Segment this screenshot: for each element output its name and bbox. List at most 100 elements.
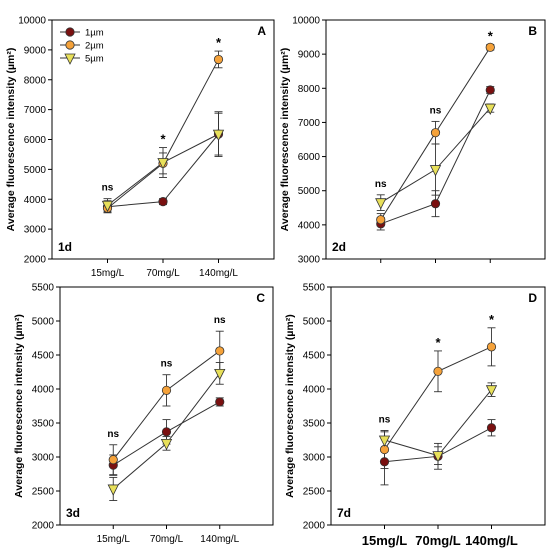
significance-label: ns	[214, 315, 226, 326]
y-axis-title: Average fluorescence intensity (µm²)	[5, 48, 17, 232]
x-tick-label: 15mg/L	[91, 268, 125, 279]
y-tick-label: 5000	[298, 186, 321, 197]
panel-D: 2000 2500 3000 3500 4000 4500 5000 5500 15mg/L 70…	[284, 283, 546, 548]
y-tick-label: 3000	[32, 453, 55, 464]
marker-2um	[430, 128, 441, 138]
y-tick-label: 7000	[298, 118, 321, 129]
y-tick-label: 4000	[24, 195, 47, 206]
day-label: 3d	[66, 506, 80, 520]
significance-label: ns	[430, 105, 442, 116]
marker-5um	[375, 198, 387, 210]
significance-label: ns	[379, 414, 391, 425]
marker-2um	[485, 42, 495, 52]
x-tick-label: 140mg/L	[465, 533, 518, 548]
significance-label: *	[488, 29, 494, 44]
x-tick-label: 70mg/L	[415, 533, 461, 548]
panel-A: 2000 3000 4000 5000 6000 7000 8000 9000 10000 15m…	[5, 16, 275, 279]
marker-2um	[65, 40, 75, 50]
y-tick-label: 5000	[32, 317, 55, 328]
y-tick-label: 9000	[24, 45, 47, 56]
marker-5um	[107, 484, 119, 496]
marker-2um	[215, 346, 225, 356]
y-axis-title: Average fluorescence intensity (µm²)	[279, 48, 291, 232]
marker-2um	[213, 54, 224, 65]
x-tick-label: 140mg/L	[199, 268, 238, 279]
y-tick-label: 2500	[303, 487, 326, 498]
significance-label: ns	[375, 179, 387, 190]
legend: 1µm 2µm 5µm	[60, 27, 104, 65]
legend-label: 5µm	[85, 54, 104, 65]
panel-B: 3000 4000 5000 6000 7000 8000 9000 10000 Average…	[279, 16, 546, 266]
significance-label: ns	[107, 429, 119, 440]
marker-5um	[160, 438, 173, 451]
panel-letter: C	[256, 291, 265, 305]
marker-2um	[161, 385, 172, 395]
marker-2um	[486, 342, 497, 352]
panel-C: 2000 2500 3000 3500 4000 4500 5000 5500 15mg/L 70…	[13, 283, 274, 545]
marker-5um	[212, 129, 225, 142]
marker-5um	[429, 165, 442, 177]
y-tick-label: 8000	[24, 75, 47, 86]
y-axis-title: Average fluorescence intensity (µm²)	[284, 314, 296, 498]
y-tick-label: 2000	[303, 521, 326, 532]
marker-1um	[161, 427, 172, 437]
marker-1um	[215, 397, 225, 407]
x-tick-label: 70mg/L	[150, 534, 184, 545]
x-tick-label: 15mg/L	[362, 533, 408, 548]
y-tick-label: 5500	[32, 283, 55, 294]
y-tick-label: 7000	[24, 105, 47, 116]
y-tick-label: 6000	[298, 152, 321, 163]
marker-5um	[101, 200, 114, 213]
y-tick-label: 10000	[18, 16, 46, 27]
y-tick-label: 4000	[32, 385, 55, 396]
marker-5um	[157, 158, 169, 170]
y-tick-label: 5000	[24, 165, 47, 176]
marker-1um	[65, 27, 75, 37]
marker-5um	[214, 368, 226, 381]
day-label: 2d	[332, 240, 346, 254]
y-tick-label: 3000	[303, 453, 326, 464]
marker-5um	[432, 451, 444, 463]
significance-label: ns	[161, 359, 173, 370]
marker-2um	[376, 215, 386, 225]
y-tick-label: 10000	[292, 16, 320, 27]
marker-5um	[485, 385, 498, 397]
panel-letter: B	[528, 24, 537, 38]
marker-5um	[484, 103, 496, 115]
marker-1um	[486, 423, 497, 433]
marker-1um	[485, 85, 495, 95]
y-axis-title: Average fluorescence intensity (µm²)	[13, 314, 25, 498]
day-label: 7d	[337, 506, 351, 520]
y-tick-label: 3000	[24, 225, 47, 236]
y-tick-label: 3500	[32, 419, 55, 430]
y-tick-label: 2000	[32, 521, 55, 532]
y-tick-label: 3500	[303, 419, 326, 430]
x-tick-label: 15mg/L	[97, 534, 131, 545]
plot-frame	[330, 286, 546, 526]
y-tick-label: 4500	[303, 351, 326, 362]
y-tick-label: 2000	[24, 255, 47, 266]
y-tick-label: 4000	[298, 220, 321, 231]
legend-label: 1µm	[85, 28, 104, 39]
marker-1um	[430, 199, 441, 209]
y-tick-label: 5500	[303, 283, 326, 294]
y-tick-label: 9000	[298, 50, 321, 61]
y-tick-label: 4000	[303, 385, 326, 396]
panel-letter: A	[257, 24, 266, 38]
x-tick-label: 140mg/L	[200, 534, 239, 545]
marker-2um	[433, 366, 443, 376]
marker-2um	[108, 455, 118, 465]
y-tick-label: 5000	[303, 317, 326, 328]
y-tick-label: 6000	[24, 135, 47, 146]
significance-label: *	[216, 35, 222, 50]
y-tick-label: 8000	[298, 84, 321, 95]
x-tick-label: 70mg/L	[146, 268, 180, 279]
y-tick-label: 4500	[32, 351, 55, 362]
marker-1um	[158, 197, 168, 207]
marker-5um	[378, 435, 391, 447]
y-tick-label: 3000	[298, 255, 321, 266]
day-label: 1d	[58, 240, 72, 254]
significance-label: ns	[102, 183, 114, 194]
marker-1um	[379, 457, 390, 467]
